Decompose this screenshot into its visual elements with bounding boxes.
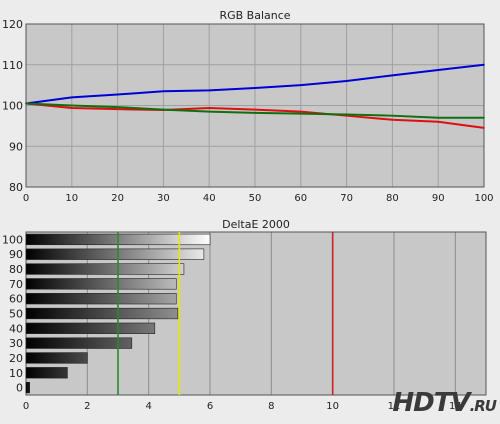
rgb-series-2-point	[483, 116, 485, 119]
rgb-series-2-point	[254, 112, 256, 114]
rgb-x-tick-label: 40	[203, 193, 216, 204]
rgb-x-tick-label: 60	[294, 193, 307, 204]
rgb-series-1-point	[116, 108, 119, 110]
rgb-series-2-point	[25, 102, 27, 105]
rgb-x-tick-label: 80	[386, 193, 399, 204]
rgb-x-tick-label: 0	[23, 193, 29, 204]
rgb-chart-title: RGB Balance	[219, 9, 290, 22]
de-x-tick-label: 0	[23, 401, 29, 412]
de-bar-60	[25, 293, 177, 305]
rgb-y-tick-label: 80	[9, 181, 23, 194]
rgb-series-0-point	[162, 90, 165, 93]
de-y-tick-label: 100	[2, 233, 23, 246]
rgb-series-0-point	[71, 96, 73, 99]
rgb-y-tick-label: 120	[2, 18, 23, 31]
rgb-series-2-point	[162, 108, 165, 111]
de-bar-10	[25, 367, 68, 379]
de-x-tick-label: 6	[207, 401, 213, 412]
de-x-tick-label: 4	[145, 401, 151, 412]
rgb-series-2-point	[116, 106, 119, 108]
de-y-tick-label: 20	[9, 352, 23, 365]
de-x-tick-label: 12	[388, 401, 401, 412]
rgb-x-tick-label: 30	[157, 193, 170, 204]
rgb-series-0-point	[254, 87, 256, 89]
de-bar-30	[25, 337, 133, 349]
rgb-series-0-point	[437, 69, 440, 71]
rgb-series-1-point	[483, 127, 485, 129]
de-y-tick-label: 10	[9, 367, 23, 380]
de-y-tick-label: 30	[9, 337, 23, 350]
de-x-tick-label: 8	[268, 401, 274, 412]
rgb-x-tick-label: 50	[249, 193, 262, 204]
de-y-tick-label: 80	[9, 263, 23, 276]
de-bar-20	[25, 352, 88, 364]
rgb-y-tick-label: 90	[9, 140, 23, 153]
de-y-tick-label: 50	[9, 308, 23, 321]
de-x-tick-label: 14	[449, 401, 462, 412]
rgb-series-0-point	[300, 84, 302, 86]
de-bar-90	[25, 248, 205, 260]
de-x-tick-label: 10	[326, 401, 339, 412]
de-bar-0	[25, 381, 30, 394]
rgb-series-0-point	[391, 74, 394, 77]
watermark-logo: HDTV.RU	[392, 388, 497, 418]
rgb-series-1-point	[208, 107, 210, 109]
de-bar-70	[25, 278, 177, 290]
rgb-x-tick-label: 70	[340, 193, 353, 204]
rgb-y-tick-label: 100	[2, 100, 23, 113]
rgb-series-0-point	[483, 63, 485, 66]
de-bar-80	[25, 263, 185, 275]
watermark-main: HDTV	[392, 388, 470, 418]
rgb-series-2-point	[391, 114, 394, 117]
de-y-tick-label: 40	[9, 322, 23, 335]
rgb-plot-border	[25, 23, 485, 188]
rgb-y-tick-label: 110	[2, 59, 23, 72]
de-y-tick-label: 0	[16, 382, 23, 395]
rgb-series-2-point	[71, 104, 73, 107]
rgb-series-0-point	[345, 80, 348, 82]
rgb-series-2-point	[208, 110, 210, 113]
rgb-series-2-point	[437, 116, 440, 119]
rgb-series-1-point	[254, 108, 256, 111]
rgb-x-tick-label: 10	[65, 193, 78, 204]
rgb-series-0-point	[208, 89, 210, 92]
rgb-series-0-point	[116, 93, 119, 96]
de-x-tick-label: 2	[84, 401, 90, 412]
rgb-series-1-point	[437, 121, 440, 123]
de-chart-title: DeltaE 2000	[222, 218, 290, 231]
rgb-series-1-point	[71, 107, 73, 109]
rgb-x-tick-label: 90	[432, 193, 445, 204]
rgb-series-1-point	[391, 118, 394, 121]
rgb-series-1-point	[300, 110, 302, 113]
de-y-tick-label: 90	[9, 248, 23, 261]
de-bar-40	[25, 322, 156, 334]
de-y-tick-label: 60	[9, 293, 23, 306]
de-y-tick-label: 70	[9, 278, 23, 291]
rgb-series-2-point	[345, 113, 348, 116]
rgb-x-tick-label: 20	[111, 193, 124, 204]
rgb-x-tick-label: 100	[474, 193, 493, 204]
de-bar-50	[25, 307, 179, 320]
watermark-suffix: .RU	[469, 397, 497, 415]
rgb-series-2-point	[300, 112, 302, 115]
